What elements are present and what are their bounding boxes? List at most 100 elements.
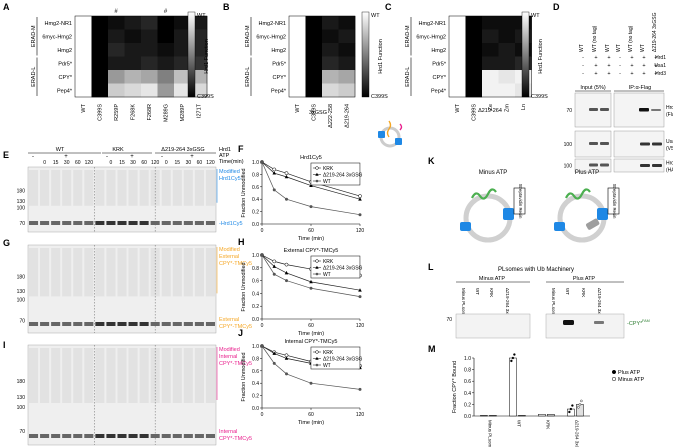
heatmap-b-cell — [338, 29, 356, 44]
heatmap-c-cell — [449, 83, 466, 98]
chart-j-x-tick-label: 120 — [356, 412, 365, 418]
gel-E-band — [194, 221, 204, 225]
chart-j-title: Internal CPY*-TMCy5 — [285, 339, 338, 345]
gel-I-band — [161, 434, 171, 438]
heatmap-a-cell — [91, 70, 109, 84]
chart-h-y-tick-label: 1.0 — [252, 253, 259, 259]
heatmap-b-group-erad-m: ERAD-M — [245, 25, 251, 47]
gel-G-mw-label: 130 — [17, 289, 26, 295]
gel-E-lane-smear — [95, 170, 105, 206]
heatmap-a-cell — [141, 29, 158, 44]
panel-d-col-label-ip: Δ219-264 3xGSG — [652, 12, 658, 52]
chart-h-point — [358, 288, 362, 292]
chart-m-y-tick-label: 0.6 — [464, 379, 471, 385]
heatmap-b-cell — [289, 16, 306, 30]
panel-l-lane-label: KRK — [489, 288, 494, 297]
chart-f-x-tick-label: 60 — [308, 228, 314, 234]
chart-m-y-label: Fraction CPY* Bound — [452, 361, 458, 413]
gel-I-lane-smear — [183, 348, 193, 403]
gel-G-lane-smear — [172, 248, 182, 297]
gel-E-lane-smear — [106, 170, 116, 206]
chart-h-y-label: Fraction Unmodified — [241, 262, 247, 311]
gel-E-lane-smear — [194, 170, 204, 206]
chart-h-x-tick-label: 0 — [261, 323, 264, 329]
chart-m-bar-plus-atp — [509, 357, 517, 417]
gel-e-time-label: Time(min) — [219, 159, 244, 165]
panel-l-plus-label: Plus ATP — [573, 276, 596, 282]
panel-d-section-input: Input (5%) — [580, 85, 606, 91]
gel-e-atp-label: ATP — [219, 153, 230, 159]
heatmap-a-cell — [91, 56, 109, 71]
gel-G-band — [183, 322, 193, 326]
panel-d-section-ip: IP:α-Flag — [629, 85, 651, 91]
chart-f-y-tick-label: 0.4 — [252, 197, 259, 203]
chart-f-x-tick-label: 0 — [261, 228, 264, 234]
panel-d-sign: + — [642, 71, 645, 77]
gel-G-band — [73, 322, 83, 326]
heatmap-b-cell — [338, 16, 356, 30]
panel-label-j: J — [238, 328, 243, 338]
heatmap-a-cell — [141, 16, 158, 30]
gel-E-modified-label: Hrd1Cy5 — [219, 176, 241, 182]
heatmap-a-cell — [141, 83, 158, 98]
gel-G-modified-label: CPY*-TMCy5 — [219, 261, 252, 267]
heatmap-a-cell — [124, 29, 142, 44]
heatmap-a-cell — [124, 83, 142, 98]
gel-I-lane-smear — [139, 348, 149, 403]
chart-j-point — [272, 361, 276, 365]
panel-d-col-label-ip: WT (no tag) — [628, 25, 634, 52]
heatmap-a-cell — [124, 70, 142, 84]
chart-j-y-tick-label: 0.0 — [252, 406, 259, 412]
panel-f-hrd1-icon — [395, 138, 402, 145]
heatmap-c-cell — [498, 56, 516, 71]
gel-I-lane-smear — [128, 348, 138, 403]
gel-G-band — [205, 322, 215, 326]
chart-h-y-tick-label: 0.0 — [252, 317, 259, 323]
gel-e-time-tick: 0 — [43, 160, 46, 166]
heatmap-a-cell — [141, 43, 158, 57]
panel-label-h: H — [238, 237, 245, 247]
panel-d-sign: + — [642, 63, 645, 69]
chart-h-legend — [310, 255, 361, 279]
chart-j-y-tick-label: 0.4 — [252, 381, 259, 387]
heatmap-b-column-label: Δ222-258 — [328, 104, 334, 128]
heatmap-a-scale-bottom: C399S — [197, 94, 214, 100]
heatmap-c-scale-top: WT — [531, 13, 540, 19]
chart-f-y-tick-label: 0.8 — [252, 172, 259, 178]
gel-G-band — [161, 322, 171, 326]
gel-e-time-tick: 0 — [165, 160, 168, 166]
heatmap-b-cell — [322, 43, 339, 57]
heatmap-b-column-sublabel: 3xGSG — [309, 110, 327, 116]
panel-label-e: E — [3, 150, 9, 160]
heatmap-c-cell — [498, 43, 516, 57]
gel-E-mw-label: 180 — [17, 188, 26, 194]
chart-f-point — [284, 174, 289, 179]
heatmap-c-cell — [498, 29, 516, 44]
chart-h-point — [285, 279, 288, 283]
heatmap-a-cell — [124, 16, 142, 30]
heatmap-a-column-label: M289G — [164, 104, 170, 122]
heatmap-a-cell — [91, 83, 109, 98]
heatmap-a-cell — [174, 56, 191, 71]
heatmap-a-cell — [108, 16, 125, 30]
panel-d-blot-ip — [613, 158, 665, 173]
gel-I-lane-smear — [106, 348, 116, 403]
chart-m-category-label: Δ219-264 3xGSG — [575, 420, 580, 447]
panel-d-sign: + — [642, 55, 645, 61]
gel-e-atp-sign: + — [190, 154, 194, 160]
heatmap-a-cell — [75, 56, 92, 71]
heatmap-c-row-label: 6myc-Hmg2 — [416, 34, 446, 40]
gel-I-band — [62, 434, 72, 438]
gel-G-lane-smear — [95, 248, 105, 297]
heatmap-a-cell — [157, 70, 175, 84]
chart-m-category-label: Minus PLsomes — [488, 420, 493, 447]
heatmap-a-column-label: M289P — [180, 104, 186, 122]
gel-G-lane-smear — [139, 248, 149, 297]
gel-G-lane-smear — [73, 248, 83, 297]
panel-k-minus-resin-label: Streptavidin Resin — [518, 184, 523, 219]
heatmap-c-column-label: Ln — [521, 104, 527, 110]
heatmap-a-row-label: Hmg2-NR1 — [44, 21, 72, 27]
panel-d-sign: - — [582, 55, 584, 61]
gel-I-lane-smear — [117, 348, 127, 403]
chart-j-y-tick-label: 0.2 — [252, 394, 259, 400]
